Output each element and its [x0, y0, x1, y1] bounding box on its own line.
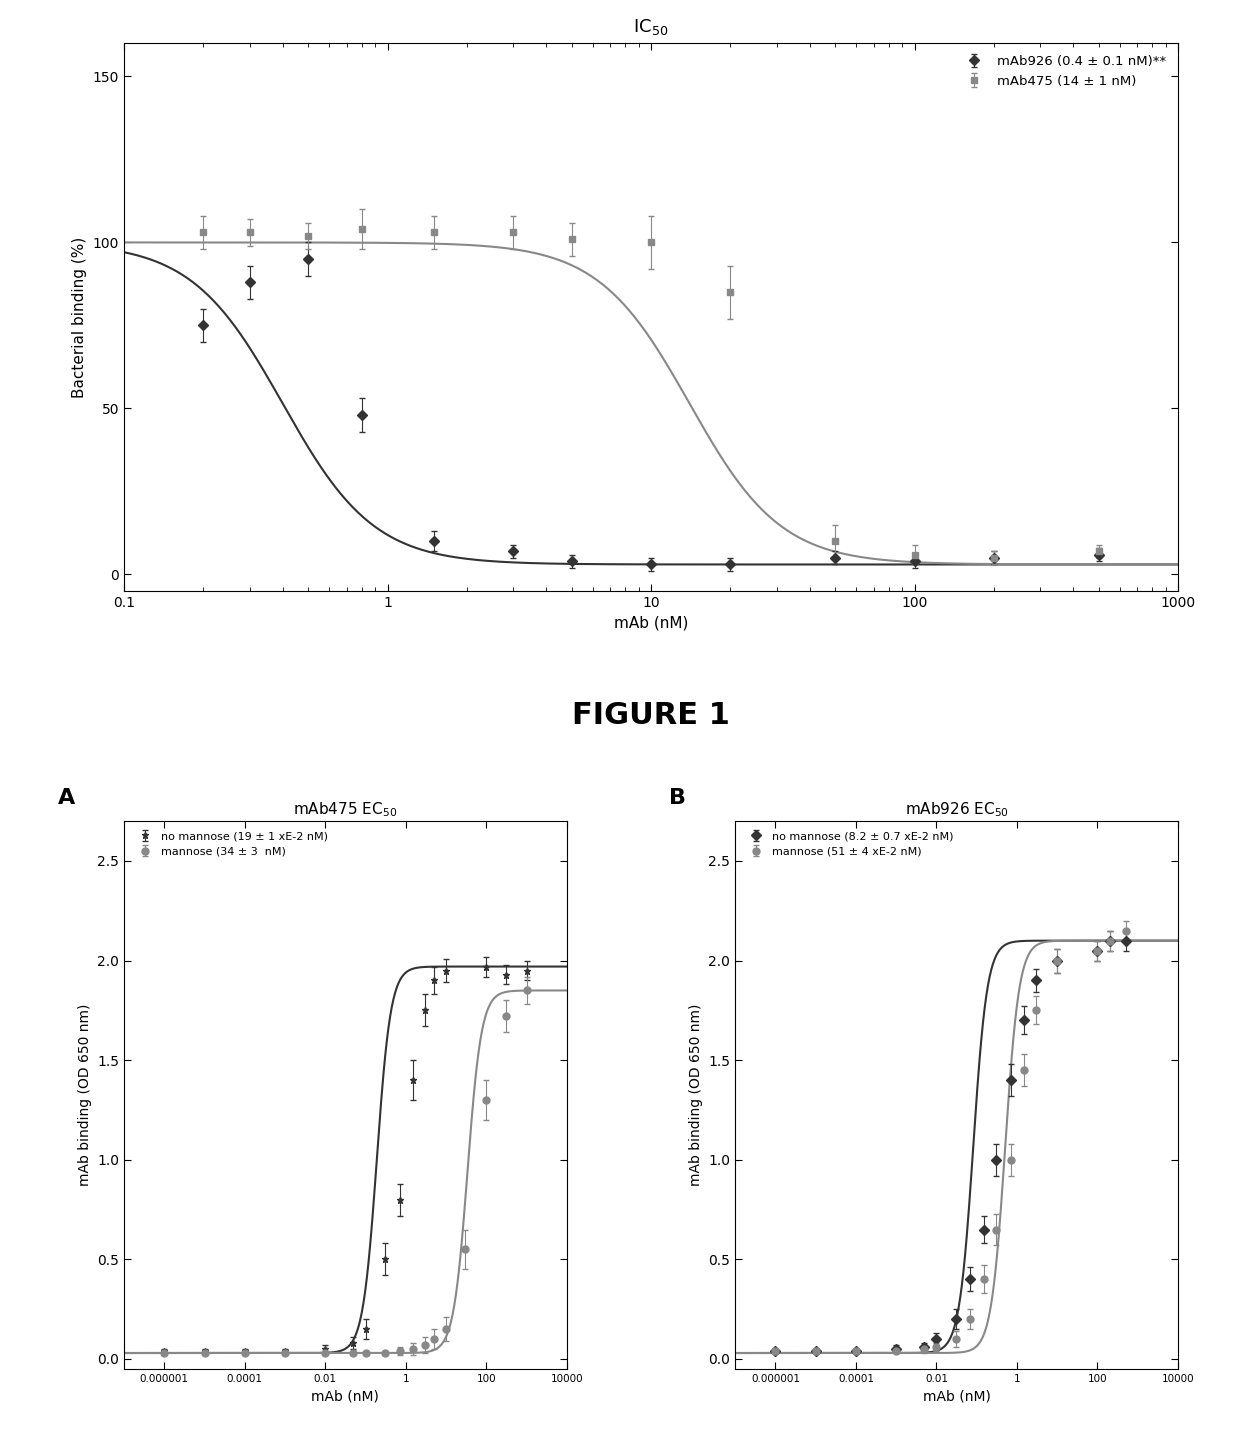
- Title: mAb475 EC$_{50}$: mAb475 EC$_{50}$: [294, 800, 398, 818]
- Y-axis label: mAb binding (OD 650 nm): mAb binding (OD 650 nm): [78, 1004, 92, 1186]
- Title: mAb926 EC$_{50}$: mAb926 EC$_{50}$: [904, 800, 1008, 818]
- Y-axis label: Bacterial binding (%): Bacterial binding (%): [72, 236, 87, 398]
- Text: A: A: [57, 788, 74, 808]
- Legend: no mannose (19 ± 1 xE-2 nM), mannose (34 ± 3  nM): no mannose (19 ± 1 xE-2 nM), mannose (34…: [129, 827, 332, 862]
- X-axis label: mAb (nM): mAb (nM): [311, 1389, 379, 1404]
- X-axis label: mAb (nM): mAb (nM): [614, 615, 688, 631]
- Y-axis label: mAb binding (OD 650 nm): mAb binding (OD 650 nm): [688, 1004, 703, 1186]
- Legend: mAb926 (0.4 ± 0.1 nM)**, mAb475 (14 ± 1 nM): mAb926 (0.4 ± 0.1 nM)**, mAb475 (14 ± 1 …: [952, 50, 1172, 94]
- Title: IC$_{50}$: IC$_{50}$: [634, 17, 668, 37]
- Text: FIGURE 1: FIGURE 1: [572, 700, 730, 729]
- Legend: no mannose (8.2 ± 0.7 xE-2 nM), mannose (51 ± 4 xE-2 nM): no mannose (8.2 ± 0.7 xE-2 nM), mannose …: [740, 827, 957, 862]
- X-axis label: mAb (nM): mAb (nM): [923, 1389, 991, 1404]
- Text: B: B: [668, 788, 686, 808]
